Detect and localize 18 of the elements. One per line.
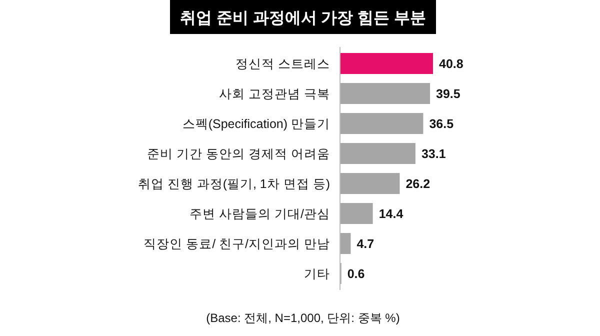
data-label: 40.8 [439, 57, 464, 71]
data-label: 0.6 [347, 267, 365, 281]
data-label: 39.5 [436, 87, 460, 101]
data-label: 33.1 [421, 147, 446, 161]
category-label: 직장인 동료/ 친구/지인과의 만남 [144, 237, 330, 251]
data-label: 36.5 [429, 117, 454, 131]
category-label: 준비 기간 동안의 경제적 어려움 [147, 147, 330, 161]
title: 취업 준비 과정에서 가장 힘든 부분 [180, 10, 426, 27]
data-label: 4.7 [356, 237, 374, 251]
data-label: 14.4 [378, 207, 404, 221]
category-label: 정신적 스트레스 [236, 57, 330, 71]
annotation: (Base: 전체, N=1,000, 단위: 중복 %) [206, 311, 400, 325]
category-label: 기타 [304, 267, 330, 281]
category-label: 스펙(Specification) 만들기 [182, 117, 330, 131]
data-label: 26.2 [406, 177, 430, 191]
category-label: 사회 고정관념 극복 [219, 87, 330, 101]
category-label: 취업 진행 과정(필기, 1차 면접 등) [138, 177, 330, 191]
category-label: 주변 사람들의 기대/관심 [190, 207, 330, 221]
